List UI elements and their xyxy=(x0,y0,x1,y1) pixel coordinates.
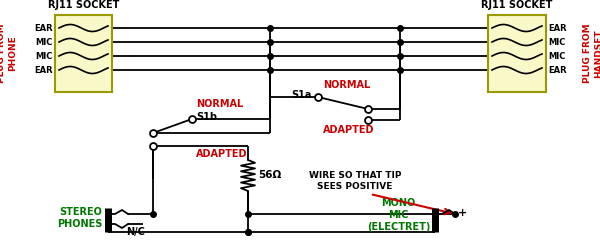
Bar xyxy=(55,15,112,92)
Text: EAR: EAR xyxy=(34,23,53,33)
Text: PLUG FROM
HANDSET: PLUG FROM HANDSET xyxy=(583,24,600,83)
Text: STEREO
PHONES: STEREO PHONES xyxy=(58,207,103,229)
Text: S1b: S1b xyxy=(196,112,217,122)
Text: MIC: MIC xyxy=(35,38,53,47)
Text: PLUG FROM
PHONE: PLUG FROM PHONE xyxy=(0,24,17,83)
Text: RJ11 SOCKET: RJ11 SOCKET xyxy=(48,0,119,10)
Text: EAR: EAR xyxy=(34,65,53,74)
Text: N/C: N/C xyxy=(126,227,145,237)
Text: S1a: S1a xyxy=(292,90,312,100)
Bar xyxy=(488,15,546,92)
Text: NORMAL: NORMAL xyxy=(323,80,370,90)
Text: NORMAL: NORMAL xyxy=(196,99,243,109)
Text: EAR: EAR xyxy=(548,23,566,33)
Text: MIC: MIC xyxy=(35,52,53,61)
Text: ADAPTED: ADAPTED xyxy=(323,125,374,135)
Text: 56Ω: 56Ω xyxy=(258,171,281,181)
Text: WIRE SO THAT TIP
SEES POSITIVE: WIRE SO THAT TIP SEES POSITIVE xyxy=(309,171,401,191)
Text: MIC: MIC xyxy=(548,38,565,47)
Text: +: + xyxy=(458,208,467,218)
Text: RJ11 SOCKET: RJ11 SOCKET xyxy=(481,0,553,10)
Text: ADAPTED: ADAPTED xyxy=(196,149,248,159)
Text: MIC: MIC xyxy=(548,52,565,61)
Text: MONO
MIC
(ELECTRET): MONO MIC (ELECTRET) xyxy=(367,198,430,232)
Text: EAR: EAR xyxy=(548,65,566,74)
